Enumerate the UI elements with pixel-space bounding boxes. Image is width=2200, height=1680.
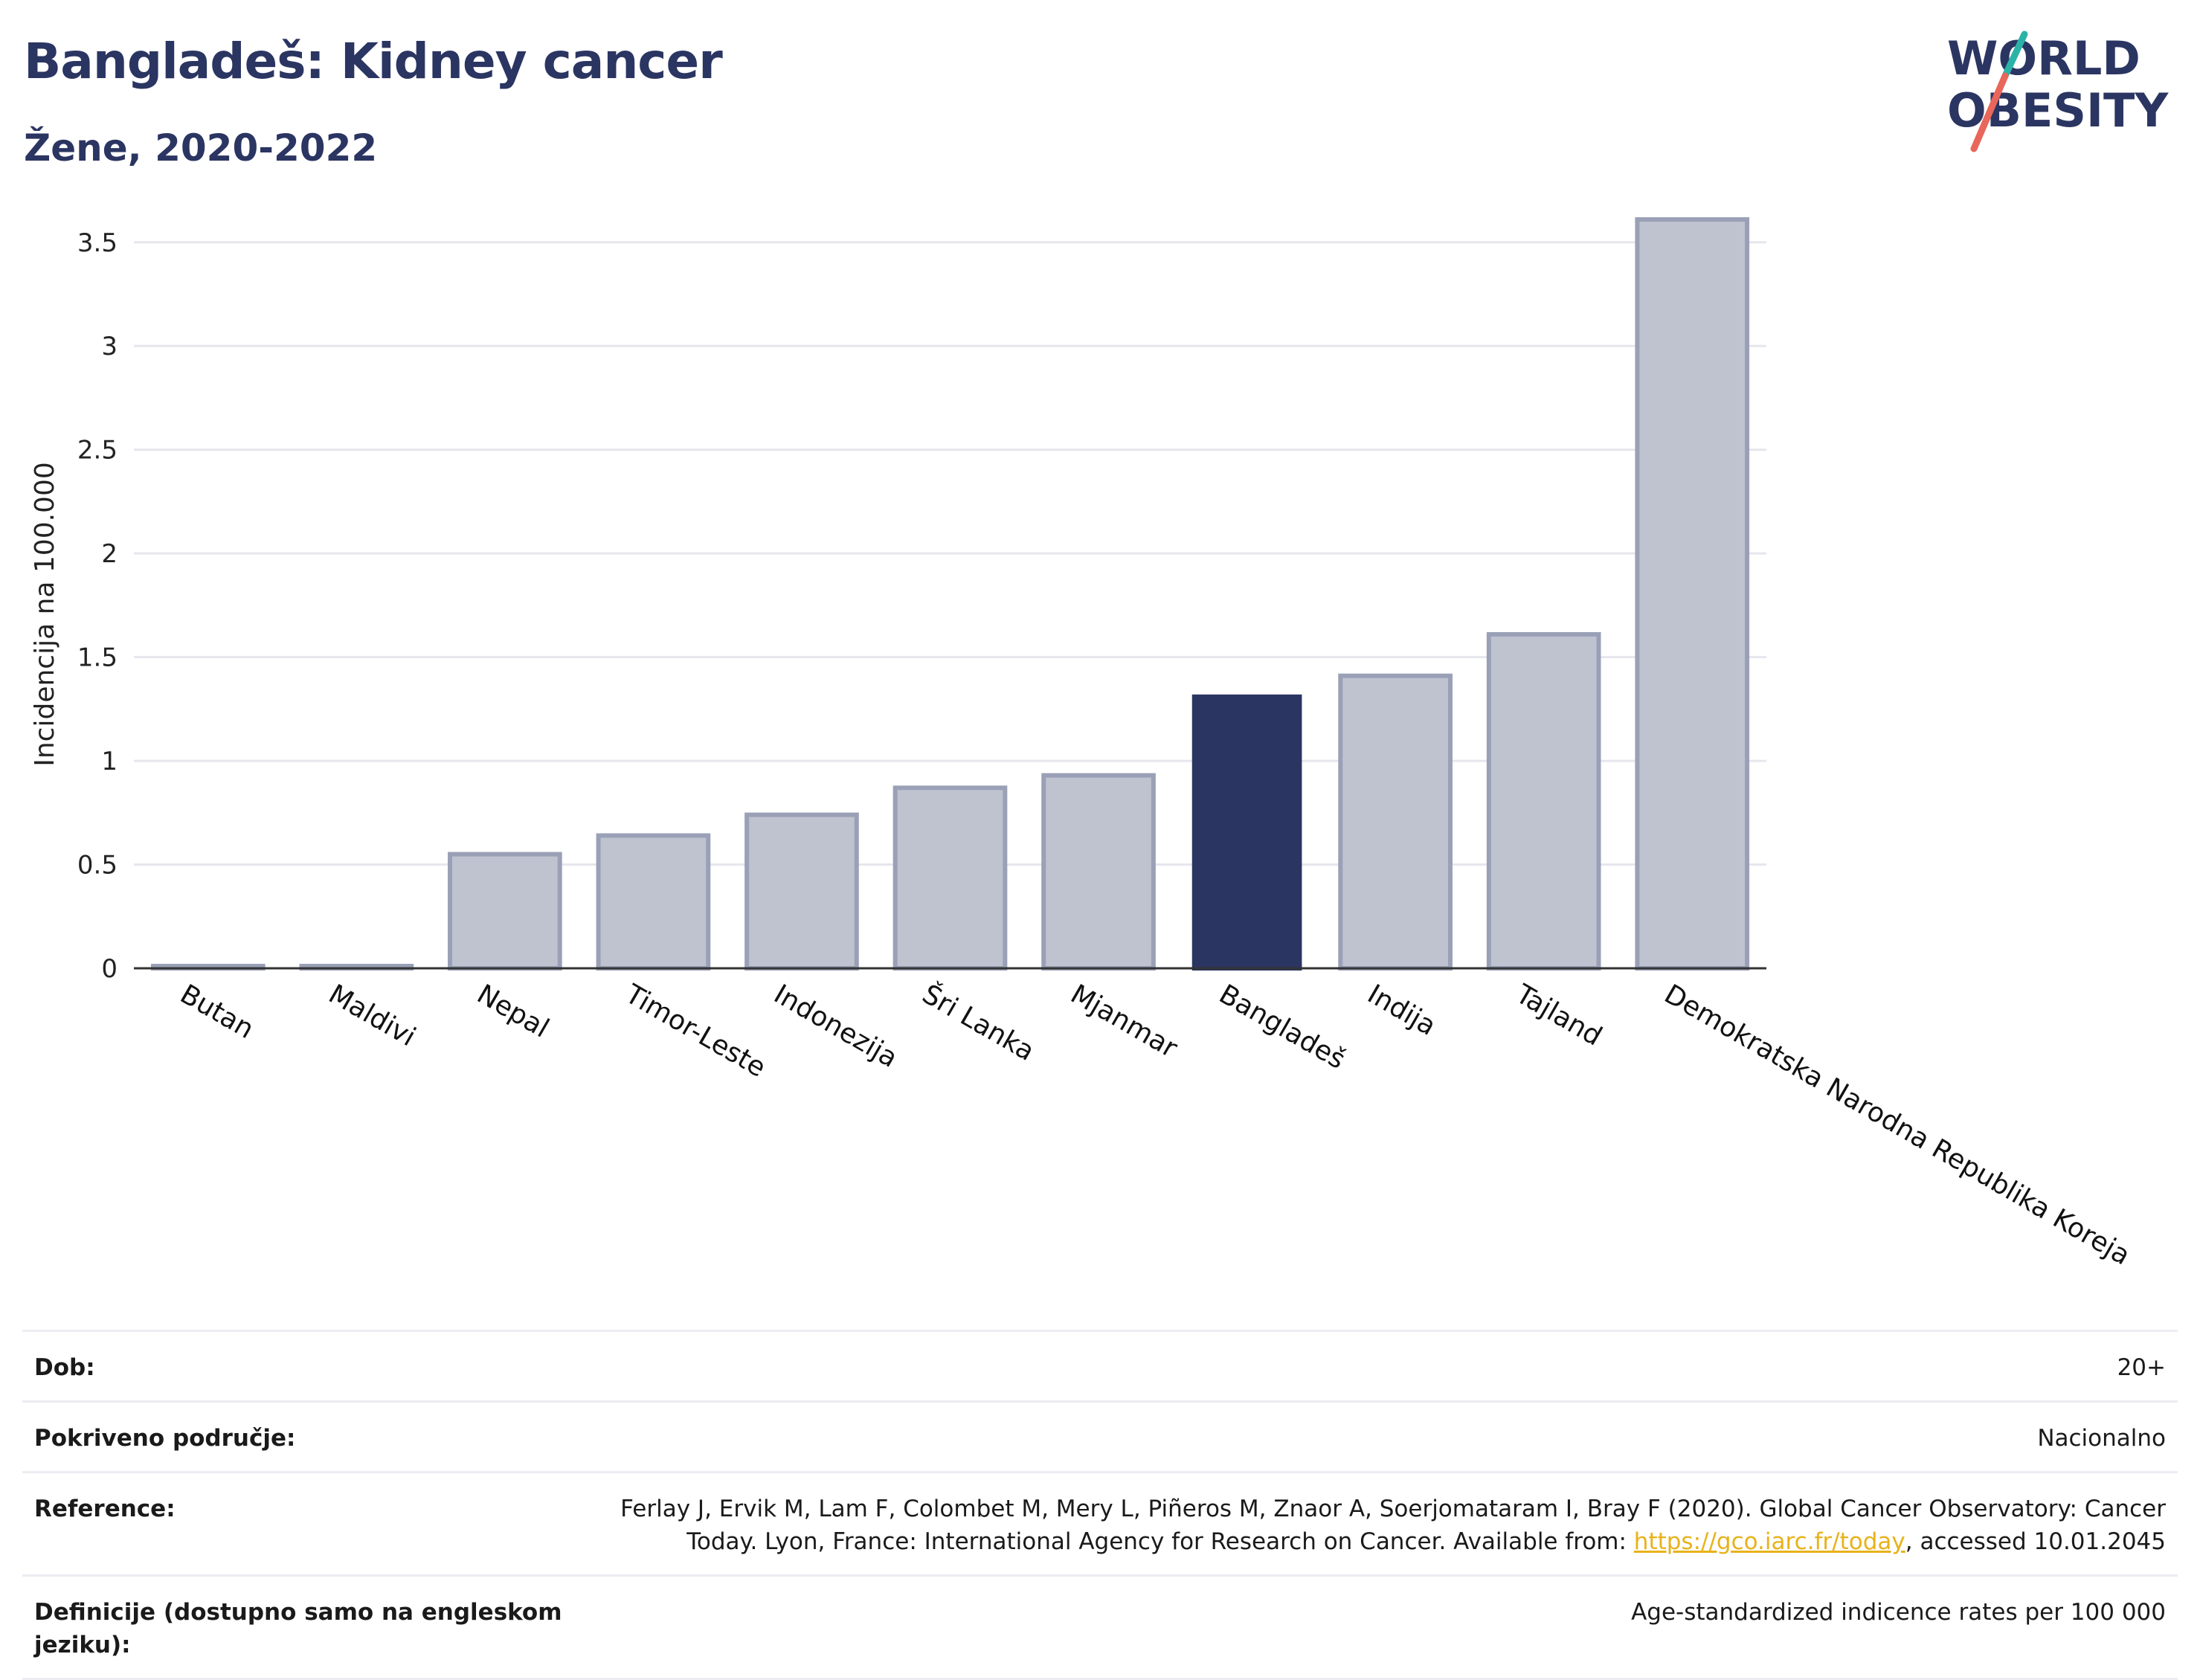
x-tick-label: Mjanmar (1066, 979, 1183, 1064)
info-row-age: Dob: 20+ (22, 1330, 2178, 1400)
y-tick-label: 0.5 (77, 851, 118, 881)
x-tick-label: Šri Lanka (917, 978, 1040, 1067)
logo-slash-teal (2001, 30, 2028, 80)
x-tick-label: Indija (1363, 979, 1441, 1042)
axes: 0 0.5 1 1.5 2 2.5 3 3.5 Butan Maldivi Nepal Timor-L… (77, 228, 2135, 1272)
info-value: Ferlay J, Ervik M, Lam F, Colombet M, Me… (585, 1493, 2166, 1558)
info-label: Dob: (34, 1354, 95, 1381)
info-label: Definicije (dostupno samo na engleskom j… (34, 1599, 562, 1658)
y-tick-label: 3.5 (77, 228, 118, 258)
y-axis-label: Incidencija na 100.000 (30, 462, 60, 767)
y-tick-label: 3 (101, 332, 118, 361)
logo-line1: WORLD (1947, 31, 2141, 86)
logo-slash-red (1970, 72, 2009, 152)
y-tick-label: 2.5 (77, 436, 118, 466)
info-value: Age-standardized indicence rates per 100… (1631, 1599, 2166, 1626)
bar-chart: 0 0.5 1 1.5 2 2.5 3 3.5 Butan Maldivi Nepal Timor-L… (30, 217, 2135, 1272)
info-row-reference: Reference: Ferlay J, Ervik M, Lam F, Col… (22, 1471, 2178, 1574)
info-table: Dob: 20+ Pokriveno područje: Nacionalno … (22, 1330, 2178, 1680)
bar (1486, 631, 1601, 971)
world-obesity-logo: WORLD OBESITY (1947, 30, 2169, 152)
reference-text: Ferlay J, Ervik M, Lam F, Colombet M, Me… (620, 1496, 2166, 1555)
x-tick-label: Timor-Leste (620, 979, 771, 1084)
x-tick-label: Tajland (1510, 979, 1606, 1052)
y-tick-label: 1 (101, 747, 118, 776)
bar (892, 785, 1008, 971)
x-tick-label: Indonezija (768, 979, 902, 1074)
x-tick-label: Maldivi (324, 979, 421, 1052)
info-label: Reference: (34, 1496, 176, 1522)
bar (596, 833, 711, 971)
y-tick-label: 1.5 (77, 643, 118, 673)
bars (150, 217, 1750, 971)
x-tick-label: Nepal (472, 979, 554, 1044)
reference-link[interactable]: https://gco.iarc.fr/today (1633, 1528, 1905, 1555)
y-tick-label: 0 (101, 954, 118, 984)
page-subtitle: Žene, 2020-2022 (24, 126, 378, 170)
bar (744, 812, 859, 971)
info-row-definitions: Definicije (dostupno samo na engleskom j… (22, 1574, 2178, 1680)
info-value: 20+ (2117, 1354, 2166, 1381)
info-row-coverage: Pokriveno područje: Nacionalno (22, 1400, 2178, 1471)
page-title: Bangladeš: Kidney cancer (24, 33, 723, 90)
bar (1338, 673, 1453, 971)
x-tick-label: Bangladeš (1214, 979, 1351, 1075)
bar (1635, 217, 1750, 971)
bar (1041, 773, 1156, 971)
reference-accessed: , accessed 10.01.2045 (1905, 1528, 2166, 1555)
x-tick-label: Butan (175, 979, 259, 1045)
info-value: Nacionalno (2037, 1425, 2166, 1452)
x-tick-label: Demokratska Narodna Republika Koreja (1659, 979, 2135, 1271)
y-tick-label: 2 (101, 539, 118, 569)
bar-highlight (1191, 694, 1302, 971)
info-label: Pokriveno područje: (34, 1425, 296, 1452)
bar (448, 852, 562, 971)
